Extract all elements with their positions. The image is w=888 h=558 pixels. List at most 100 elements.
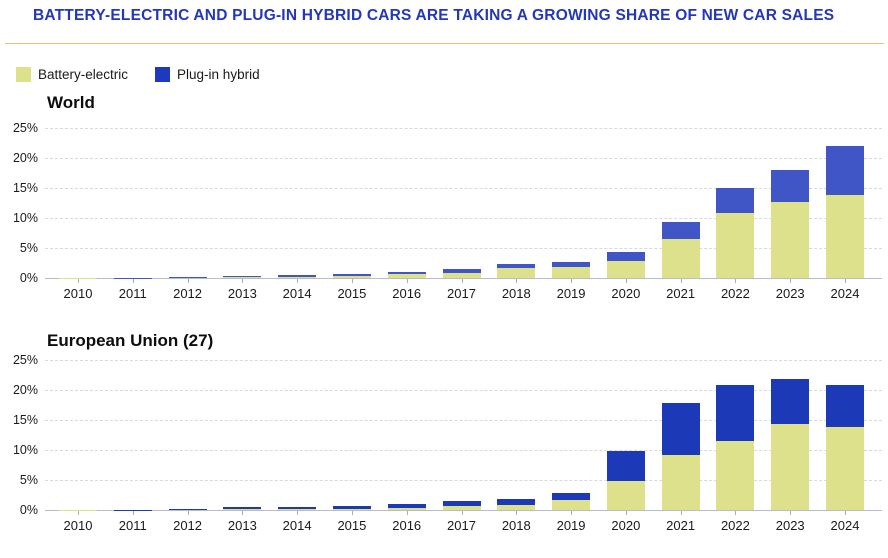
bar-segment-plug-in-hybrid-2023 [771, 170, 810, 203]
x-axis-label-2021: 2021 [666, 286, 696, 301]
gridline-5 [45, 480, 882, 481]
x-axis-label-2016: 2016 [392, 286, 422, 301]
x-axis-label-2011: 2011 [118, 286, 147, 301]
y-axis-label-0: 0% [19, 271, 38, 285]
x-axis-tick-2015 [351, 279, 353, 283]
x-axis-tick-2012 [187, 279, 189, 283]
x-axis-tick-2016 [406, 511, 408, 515]
gridline-25 [45, 360, 882, 361]
bar-segment-battery-electric-2018 [497, 268, 536, 278]
x-axis-tick-2011 [132, 279, 134, 283]
x-axis-tick-2023 [790, 279, 792, 283]
x-axis-label-2012: 2012 [173, 286, 203, 301]
gridline-5 [45, 248, 882, 249]
x-axis-label-2020: 2020 [611, 518, 641, 533]
gridline-10 [45, 450, 882, 451]
title-underline [5, 43, 884, 44]
x-axis-label-2014: 2014 [282, 286, 312, 301]
gridline-15 [45, 188, 882, 189]
bar-segment-plug-in-hybrid-2024 [826, 146, 864, 196]
x-axis-tick-2016 [406, 279, 408, 283]
x-axis-tick-2014 [297, 279, 299, 283]
gridline-20 [45, 158, 882, 159]
bar-segment-plug-in-hybrid-2018 [497, 499, 536, 506]
y-axis-label-10: 10% [12, 443, 38, 457]
bar-segment-plug-in-hybrid-2022 [716, 188, 755, 214]
x-axis-tick-2010 [78, 511, 79, 515]
x-axis-tick-2012 [187, 511, 189, 515]
x-axis-tick-2017 [461, 511, 463, 515]
bar-segment-battery-electric-2018 [497, 505, 536, 510]
bar-segment-battery-electric-2021 [661, 455, 700, 510]
x-axis-label-2018: 2018 [501, 518, 531, 533]
bar-segment-battery-electric-2017 [442, 506, 481, 510]
x-axis-tick-2015 [351, 511, 353, 515]
x-axis-tick-2023 [790, 511, 792, 515]
y-axis-label-15: 15% [12, 413, 38, 427]
bar-segment-battery-electric-2024 [826, 195, 864, 278]
bar-segment-battery-electric-2024 [826, 426, 864, 510]
bar-segment-battery-electric-2015 [332, 275, 371, 278]
x-axis-label-2017: 2017 [447, 518, 476, 533]
bar-segment-battery-electric-2022 [716, 441, 755, 510]
y-axis-label-10: 10% [12, 211, 38, 225]
bar-segment-battery-electric-2014 [278, 508, 317, 510]
x-axis-tick-2018 [516, 279, 518, 283]
gridline-15 [45, 420, 882, 421]
legend-label-plug-in-hybrid: Plug-in hybrid [177, 67, 260, 82]
x-axis-label-2024: 2024 [830, 286, 860, 301]
x-axis-label-2019: 2019 [556, 518, 586, 533]
x-axis-label-2016: 2016 [392, 518, 422, 533]
y-axis-label-0: 0% [19, 503, 38, 517]
legend: Battery-electric Plug-in hybrid [16, 67, 260, 82]
bar-segment-plug-in-hybrid-2024 [826, 384, 864, 427]
bar-segment-plug-in-hybrid-2016 [387, 504, 426, 509]
x-axis-label-2019: 2019 [556, 286, 586, 301]
bar-segment-battery-electric-2023 [771, 423, 810, 510]
bar-segment-plug-in-hybrid-2015 [332, 274, 371, 276]
bar-segment-battery-electric-2012 [168, 277, 207, 278]
x-axis-label-2015: 2015 [337, 518, 367, 533]
x-axis-tick-2010 [78, 279, 79, 283]
bar-segment-battery-electric-2012 [168, 509, 207, 510]
bar-segment-battery-electric-2014 [278, 276, 317, 278]
bar-segment-battery-electric-2015 [332, 508, 371, 510]
x-axis-label-2013: 2013 [227, 286, 257, 301]
x-axis-tick-2013 [242, 511, 244, 515]
bar-segment-plug-in-hybrid-2015 [332, 505, 371, 509]
bar-segment-battery-electric-2022 [716, 213, 755, 278]
bar-segment-plug-in-hybrid-2016 [387, 272, 426, 275]
x-axis-tick-2019 [571, 511, 573, 515]
bar-segment-plug-in-hybrid-2021 [661, 222, 700, 239]
gridline-10 [45, 218, 882, 219]
x-axis-tick-2019 [571, 279, 573, 283]
y-axis-label-25: 25% [12, 121, 38, 135]
x-axis-label-2022: 2022 [720, 286, 750, 301]
bar-segment-battery-electric-2019 [552, 266, 591, 278]
x-axis-label-2010: 2010 [63, 286, 93, 301]
x-axis-tick-2024 [845, 511, 846, 515]
bar-segment-plug-in-hybrid-2019 [552, 492, 591, 501]
bar-segment-plug-in-hybrid-2013 [223, 507, 262, 510]
bar-segment-plug-in-hybrid-2023 [771, 378, 810, 424]
bar-segment-plug-in-hybrid-2014 [278, 275, 317, 277]
plot-area-eu: 0% 5% 10% 15% 20% 25% 2010 2011 2012 2013 2014 2015… [13, 353, 882, 533]
y-axis-label-20: 20% [12, 151, 38, 165]
bar-segment-plug-in-hybrid-2017 [442, 269, 481, 274]
x-axis-tick-2014 [297, 511, 299, 515]
bar-segment-plug-in-hybrid-2013 [223, 276, 262, 277]
bar-segment-battery-electric-2013 [223, 276, 262, 278]
bar-segment-plug-in-hybrid-2018 [497, 263, 536, 269]
y-axis-label-15: 15% [12, 181, 38, 195]
x-axis-label-2015: 2015 [337, 286, 367, 301]
bar-segment-plug-in-hybrid-2017 [442, 501, 481, 507]
y-axis-label-5: 5% [19, 241, 38, 255]
chart-title-world: World [47, 93, 95, 112]
legend-swatch-battery-electric [16, 67, 31, 82]
x-axis-label-2021: 2021 [666, 518, 696, 533]
y-axis-label-5: 5% [19, 473, 38, 487]
x-axis-tick-2013 [242, 279, 244, 283]
x-axis-label-2022: 2022 [720, 518, 750, 533]
bar-segment-battery-electric-2013 [223, 509, 262, 510]
bar-segment-battery-electric-2023 [771, 202, 810, 278]
